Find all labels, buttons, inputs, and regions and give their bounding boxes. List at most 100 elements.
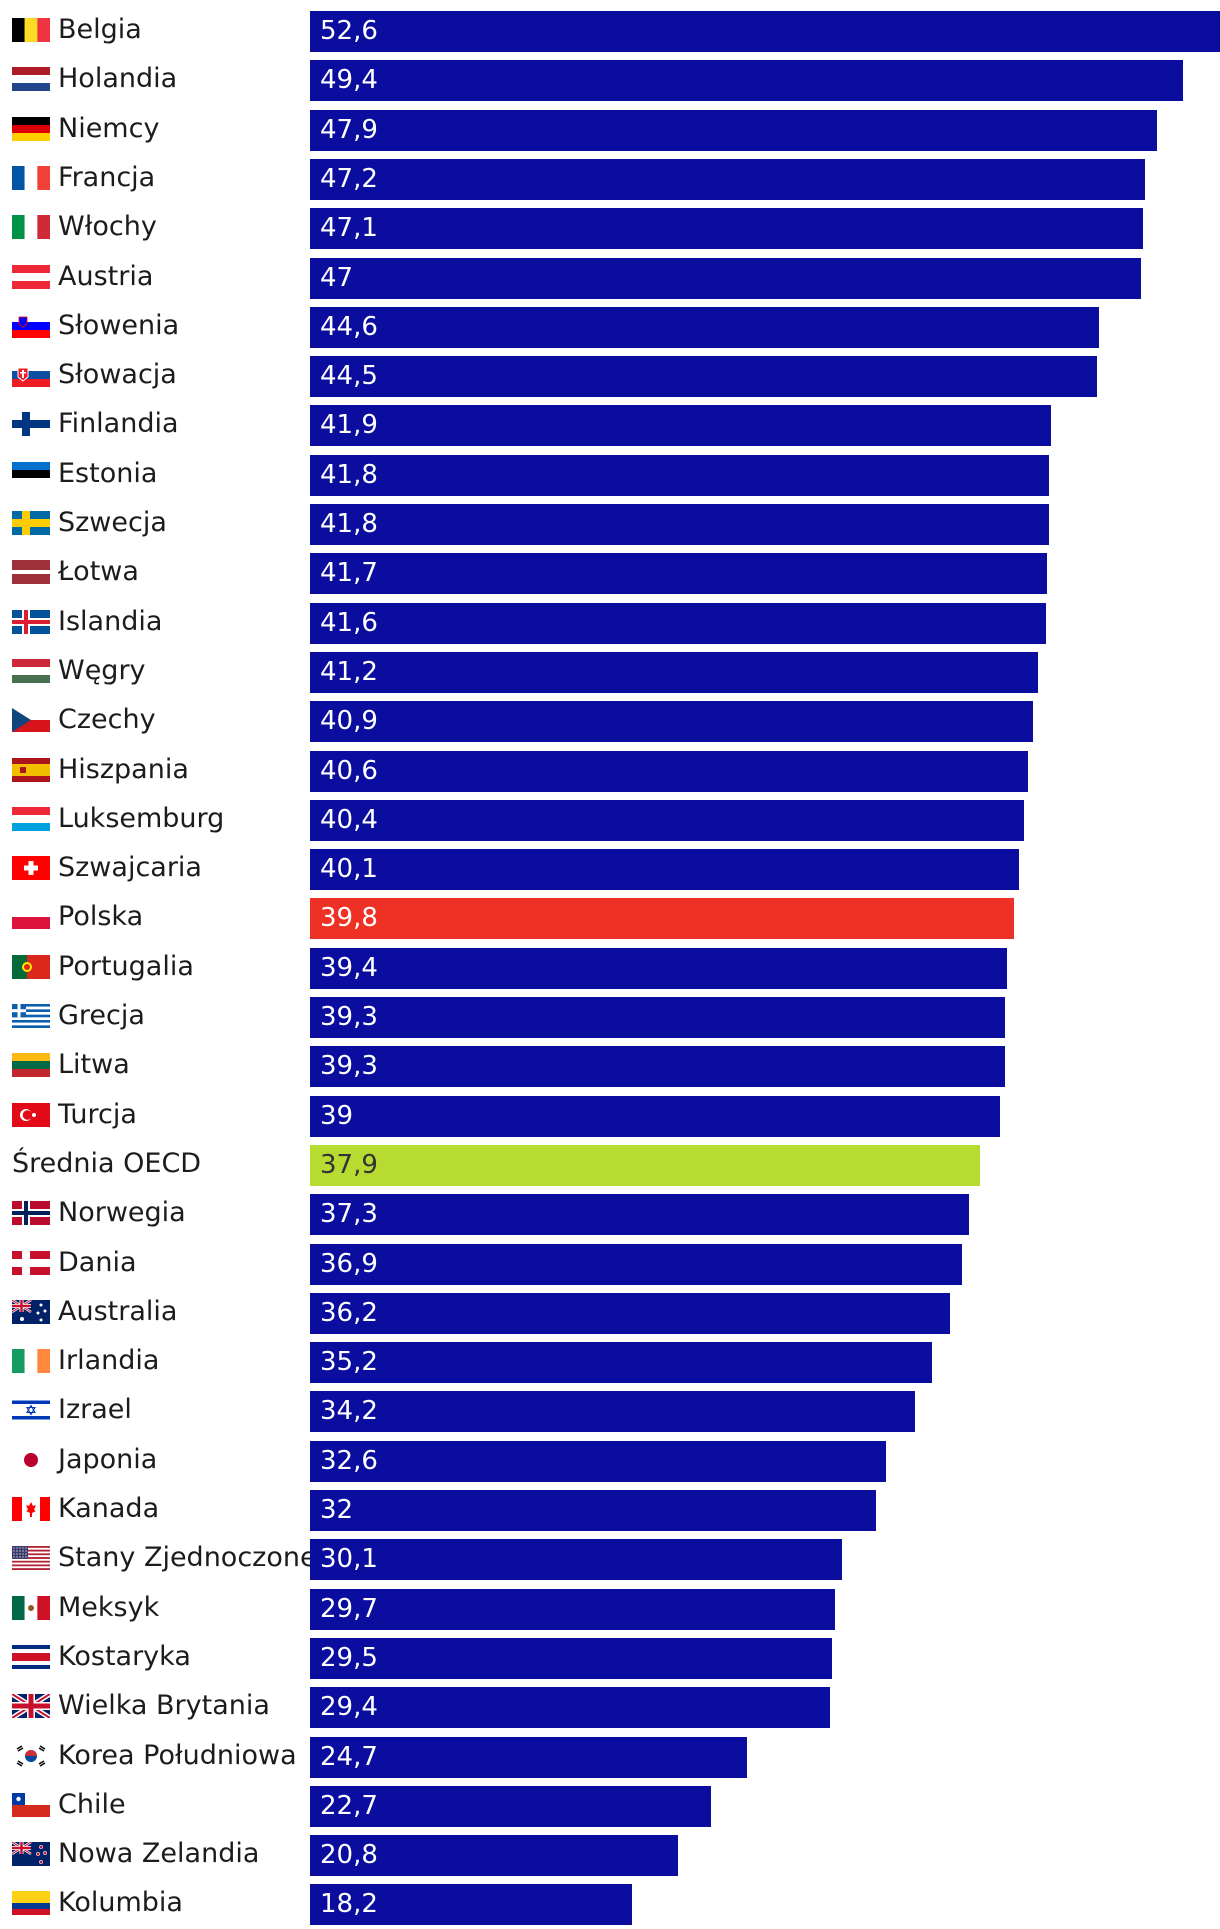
value-label: 40,4	[320, 804, 378, 835]
netherlands-flag-icon	[12, 67, 50, 92]
category-label: Korea Południowa	[58, 1739, 297, 1771]
value-label: 37,3	[320, 1199, 378, 1230]
value-label: 22,7	[320, 1790, 378, 1821]
estonia-flag-icon	[12, 461, 50, 486]
value-label: 20,8	[320, 1840, 378, 1871]
value-label: 32,6	[320, 1445, 378, 1476]
canada-flag-icon	[12, 1497, 50, 1521]
value-label: 39,4	[320, 952, 378, 983]
chart-row: Meksyk 29,7	[0, 1584, 1220, 1632]
chart-row: Kolumbia 18,2	[0, 1879, 1220, 1927]
category-label: Średnia OECD	[12, 1147, 202, 1179]
category-label: Kostaryka	[58, 1640, 191, 1672]
bar	[310, 898, 1014, 940]
chart-row: Dania 36,9	[0, 1239, 1220, 1287]
category-label: Słowacja	[58, 359, 177, 391]
finland-flag-icon	[12, 412, 50, 437]
category-label: Izrael	[58, 1394, 132, 1426]
chart-row: Stany Zjednoczone 30,1	[0, 1534, 1220, 1582]
category-label: Turcja	[58, 1098, 137, 1130]
chart-row: Izrael 34,2	[0, 1386, 1220, 1434]
slovakia-flag-icon	[12, 363, 50, 388]
value-label: 47,9	[320, 114, 378, 145]
bar	[310, 306, 1099, 348]
category-label: Irlandia	[58, 1345, 160, 1377]
norway-flag-icon	[12, 1201, 50, 1226]
italy-flag-icon	[12, 215, 51, 240]
bar	[310, 257, 1141, 299]
bar	[310, 109, 1157, 151]
chart-row: Polska 39,8	[0, 893, 1220, 941]
bar	[310, 1687, 830, 1729]
value-label: 24,7	[320, 1741, 378, 1772]
category-label: Litwa	[58, 1049, 130, 1081]
mexico-flag-icon	[12, 1595, 51, 1620]
bar	[310, 799, 1025, 841]
category-label: Grecja	[58, 1000, 145, 1031]
category-label: Francja	[58, 161, 156, 193]
category-label: Łotwa	[58, 556, 139, 588]
chart-row: Irlandia 35,2	[0, 1337, 1220, 1385]
bar	[310, 947, 1007, 989]
category-label: Stany Zjednoczone	[58, 1542, 317, 1574]
usa-flag-icon	[12, 1546, 50, 1571]
category-label: Meksyk	[58, 1591, 160, 1623]
bar	[310, 1194, 970, 1236]
chart-row: Portugalia 39,4	[0, 943, 1220, 991]
category-label: Węgry	[58, 654, 146, 686]
latvia-flag-icon	[12, 560, 50, 585]
chart-row: Australia 36,2	[0, 1288, 1220, 1336]
category-label: Japonia	[58, 1443, 158, 1475]
australia-flag-icon	[11, 1298, 50, 1324]
chart-row: Słowacja 44,5	[0, 351, 1220, 399]
category-label: Włochy	[58, 211, 157, 243]
israel-flag-icon	[12, 1398, 50, 1423]
bar	[310, 553, 1048, 595]
turkey-flag-icon	[12, 1102, 50, 1127]
chart-row: Grecja 39,3	[0, 992, 1220, 1040]
category-label: Czechy	[58, 704, 156, 736]
bar	[310, 602, 1046, 644]
value-label: 41,7	[320, 558, 378, 589]
bar	[310, 1440, 887, 1482]
poland-flag-icon	[12, 905, 50, 930]
bar	[310, 701, 1034, 743]
value-label: 37,9	[320, 1149, 378, 1180]
bar-chart: Belgia 52,6 Holandia 49,4 Niemcy 47,9 Francja 4…	[0, 11, 1220, 1926]
bar	[310, 405, 1051, 447]
chart-row: Kostaryka 29,5	[0, 1633, 1220, 1681]
bar	[310, 1835, 678, 1877]
chart-row: Norwegia 37,3	[0, 1189, 1220, 1237]
chart-row: Niemcy 47,9	[0, 105, 1220, 153]
value-label: 49,4	[320, 65, 378, 96]
bar	[310, 158, 1145, 200]
denmark-flag-icon	[12, 1250, 50, 1275]
value-label: 29,5	[320, 1642, 378, 1673]
chile-flag-icon	[12, 1792, 50, 1817]
value-label: 40,6	[320, 755, 378, 786]
category-label: Polska	[58, 901, 144, 933]
value-label: 41,9	[320, 410, 378, 441]
chart-row: Łotwa 41,7	[0, 548, 1220, 596]
value-label: 47,1	[320, 213, 378, 244]
value-label: 41,6	[320, 607, 378, 638]
chart-row: Słowenia 44,6	[0, 302, 1220, 350]
chart-row: Islandia 41,6	[0, 598, 1220, 646]
bar	[310, 504, 1050, 545]
value-label: 36,2	[320, 1297, 378, 1328]
category-label: Hiszpania	[58, 753, 189, 785]
spain-flag-icon	[12, 757, 50, 782]
category-label: Austria	[58, 260, 154, 292]
bar	[310, 454, 1050, 496]
chart-row: Korea Południowa 24,7	[0, 1732, 1220, 1780]
chart-row: Kanada 32	[0, 1485, 1220, 1533]
value-label: 32	[320, 1495, 354, 1525]
chart-row: Turcja 39	[0, 1091, 1220, 1139]
value-label: 35,2	[320, 1347, 378, 1378]
belgium-flag-icon	[12, 18, 51, 42]
category-label: Kolumbia	[58, 1887, 183, 1919]
bar	[310, 1342, 933, 1384]
chart-row: Francja 47,2	[0, 154, 1220, 202]
value-label: 18,2	[320, 1889, 378, 1920]
chart-row: Estonia 41,8	[0, 450, 1220, 498]
